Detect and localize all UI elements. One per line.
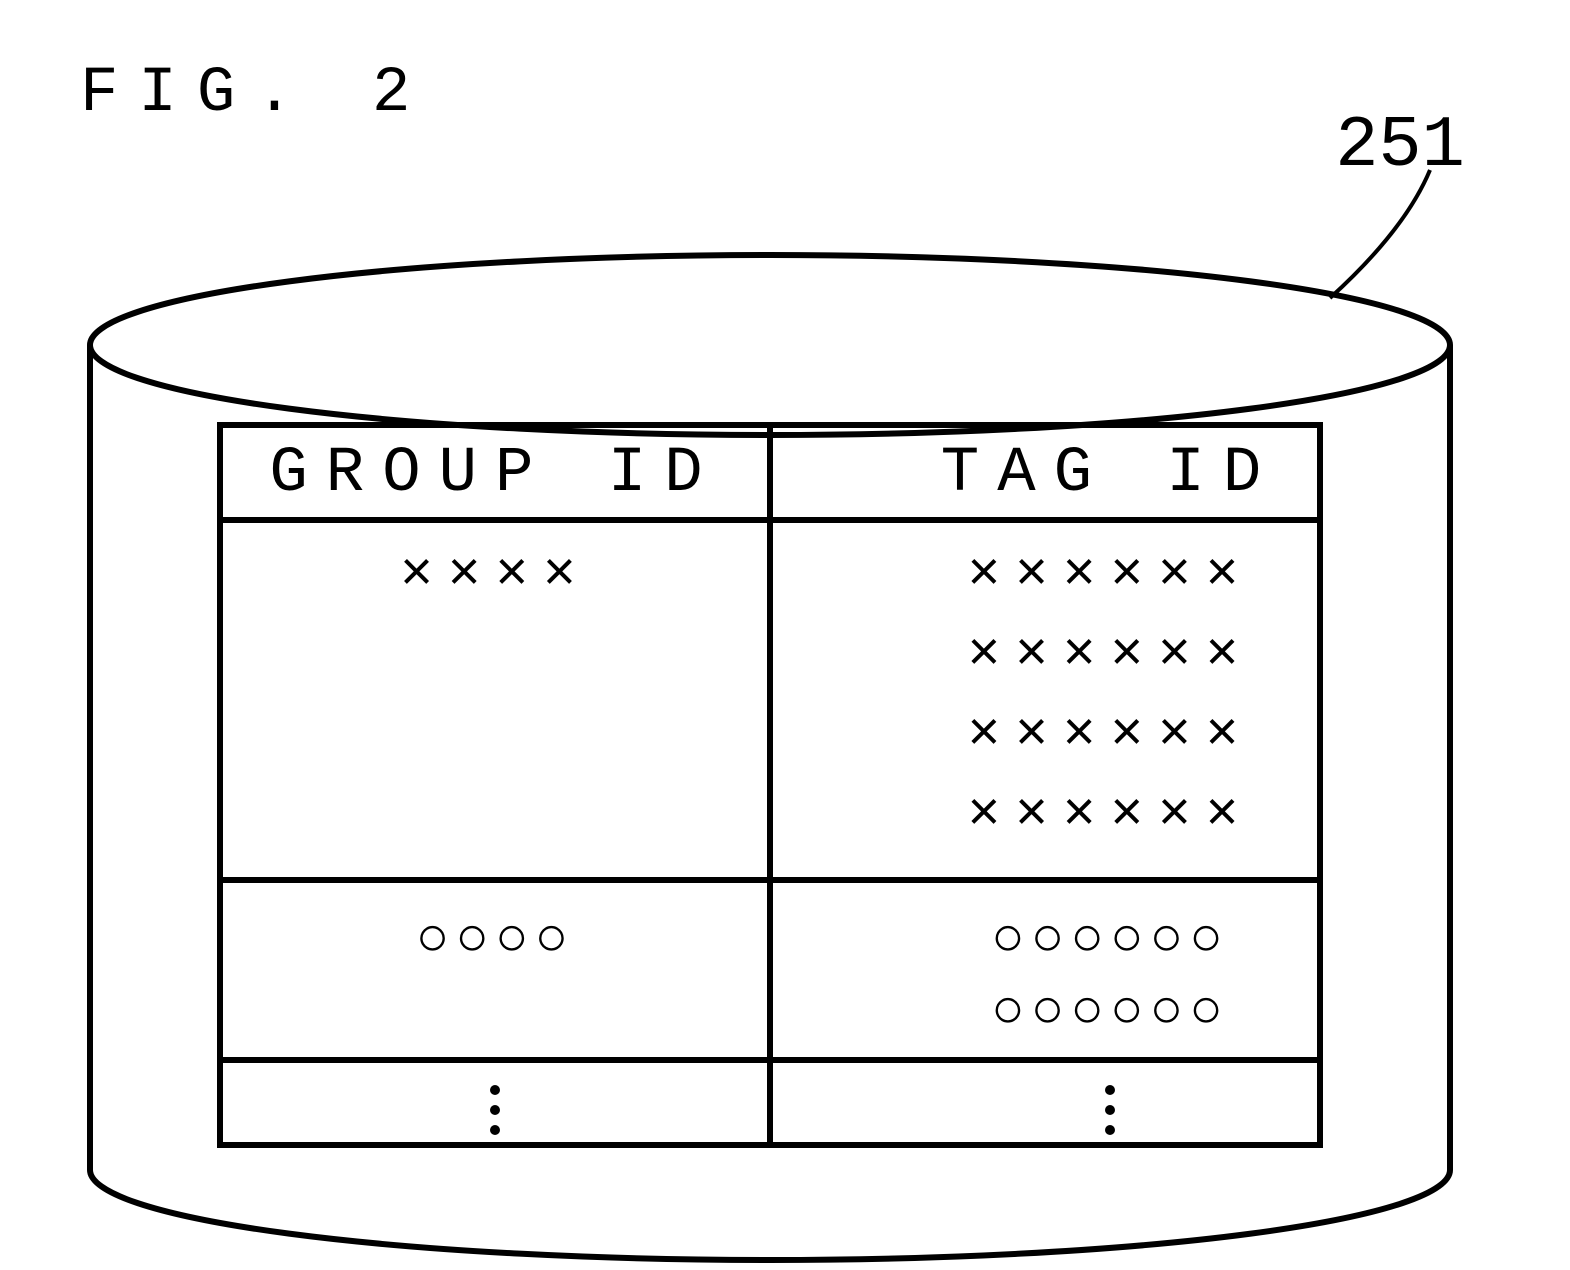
- callout-251: 251: [1330, 105, 1465, 298]
- row2-tag-1: ○○○○○○: [991, 980, 1229, 1044]
- row1-tag-0: ××××××: [967, 543, 1253, 607]
- id-table: GROUP IDTAG ID××××××××××××××××××××××××××…: [220, 425, 1320, 1145]
- row1-tag-3: ××××××: [967, 783, 1253, 847]
- row3-tag-ellipsis-dot-0: [1105, 1085, 1115, 1095]
- row3-tag-ellipsis-dot-2: [1105, 1125, 1115, 1135]
- col-header-group: GROUP ID: [269, 438, 720, 510]
- callout-label: 251: [1335, 105, 1465, 187]
- row3-tag-ellipsis-dot-1: [1105, 1105, 1115, 1115]
- row1-tag-1: ××××××: [967, 623, 1253, 687]
- figure-2-diagram: FIG. 2 251 GROUP IDTAG ID×××××××××××××××…: [0, 0, 1570, 1270]
- row1-tag-2: ××××××: [967, 703, 1253, 767]
- row1-group: ××××: [400, 543, 590, 607]
- figure-label: FIG. 2: [80, 58, 430, 130]
- cylinder-top: [90, 255, 1450, 435]
- cylinder-bottom: [90, 1170, 1450, 1260]
- leader-line: [1330, 170, 1430, 298]
- row3-group-ellipsis-dot-2: [490, 1125, 500, 1135]
- row2-group: ○○○○: [416, 908, 574, 972]
- row3-group-ellipsis-dot-0: [490, 1085, 500, 1095]
- row2-tag-0: ○○○○○○: [991, 908, 1229, 972]
- row3-group-ellipsis-dot-1: [490, 1105, 500, 1115]
- col-header-tag: TAG ID: [941, 438, 1279, 510]
